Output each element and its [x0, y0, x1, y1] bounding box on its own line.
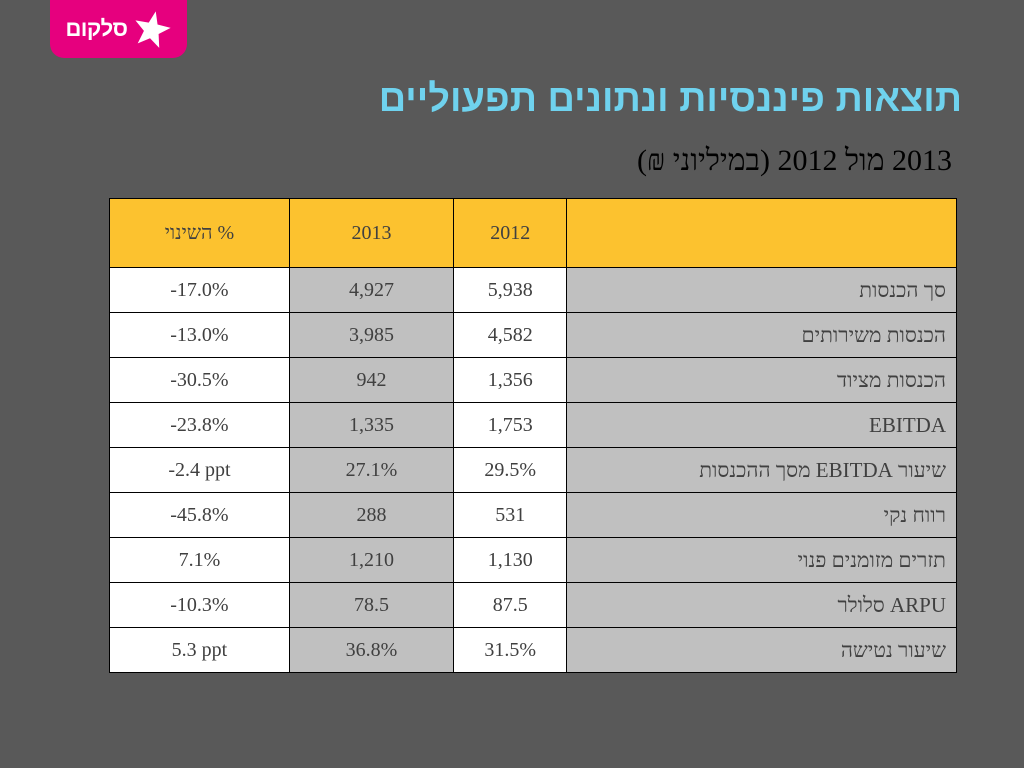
- value-change: 7.1%: [109, 537, 290, 583]
- table-row: ARPU סלולר 87.5 78.5 -10.3%: [109, 582, 957, 628]
- header-change: % השינוי: [109, 198, 290, 268]
- value-change: -2.4 ppt: [109, 447, 290, 493]
- value-change: -10.3%: [109, 582, 290, 628]
- table-row: סך הכנסות 5,938 4,927 -17.0%: [109, 267, 957, 313]
- value-2013: 288: [288, 492, 455, 538]
- page-subtitle: 2013 מול 2012 (במיליוני ₪): [636, 144, 952, 177]
- table-row: EBITDA 1,753 1,335 -23.8%: [109, 402, 957, 448]
- value-2012: 5,938: [453, 267, 568, 313]
- value-change: 5.3 ppt: [109, 627, 290, 673]
- value-2013: 27.1%: [288, 447, 455, 493]
- value-2012: 1,356: [453, 357, 568, 403]
- table-row: הכנסות משירותים 4,582 3,985 -13.0%: [109, 312, 957, 358]
- value-2013: 942: [288, 357, 455, 403]
- table-header-row: 2012 2013 % השינוי: [109, 198, 957, 268]
- value-2013: 3,985: [288, 312, 455, 358]
- value-2012: 1,753: [453, 402, 568, 448]
- row-label: תזרים מזומנים פנוי: [566, 537, 957, 583]
- value-2013: 36.8%: [288, 627, 455, 673]
- table-row: הכנסות מציוד 1,356 942 -30.5%: [109, 357, 957, 403]
- value-2012: 4,582: [453, 312, 568, 358]
- value-change: -23.8%: [109, 402, 290, 448]
- table-row: תזרים מזומנים פנוי 1,130 1,210 7.1%: [109, 537, 957, 583]
- value-2012: 87.5: [453, 582, 568, 628]
- value-2013: 1,335: [288, 402, 455, 448]
- value-2013: 78.5: [288, 582, 455, 628]
- table-row: רווח נקי 531 288 -45.8%: [109, 492, 957, 538]
- value-2012: 1,130: [453, 537, 568, 583]
- page-title: תוצאות פיננסיות ונתונים תפעוליים: [378, 78, 962, 120]
- row-label: EBITDA: [566, 402, 957, 448]
- value-2012: 531: [453, 492, 568, 538]
- value-2012: 29.5%: [453, 447, 568, 493]
- row-label: רווח נקי: [566, 492, 957, 538]
- value-2013: 4,927: [288, 267, 455, 313]
- value-2012: 31.5%: [453, 627, 568, 673]
- header-2012: 2012: [453, 198, 568, 268]
- value-change: -45.8%: [109, 492, 290, 538]
- row-label: הכנסות משירותים: [566, 312, 957, 358]
- header-label: [566, 198, 957, 268]
- row-label: שיעור נטישה: [566, 627, 957, 673]
- table-row: שיעור נטישה 31.5% 36.8% 5.3 ppt: [109, 627, 957, 673]
- value-change: -30.5%: [109, 357, 290, 403]
- cellcom-logo: סלקום: [50, 0, 187, 58]
- value-2013: 1,210: [288, 537, 455, 583]
- logo-text: סלקום: [65, 16, 128, 41]
- header-2013: 2013: [288, 198, 455, 268]
- row-label: שיעור EBITDA מסך ההכנסות: [566, 447, 957, 493]
- row-label: ARPU סלולר: [566, 582, 957, 628]
- financial-results-table: 2012 2013 % השינוי סך הכנסות 5,938 4,927…: [109, 198, 957, 673]
- table-row: שיעור EBITDA מסך ההכנסות 29.5% 27.1% -2.…: [109, 447, 957, 493]
- value-change: -17.0%: [109, 267, 290, 313]
- star-icon: [134, 11, 171, 48]
- row-label: הכנסות מציוד: [566, 357, 957, 403]
- value-change: -13.0%: [109, 312, 290, 358]
- row-label: סך הכנסות: [566, 267, 957, 313]
